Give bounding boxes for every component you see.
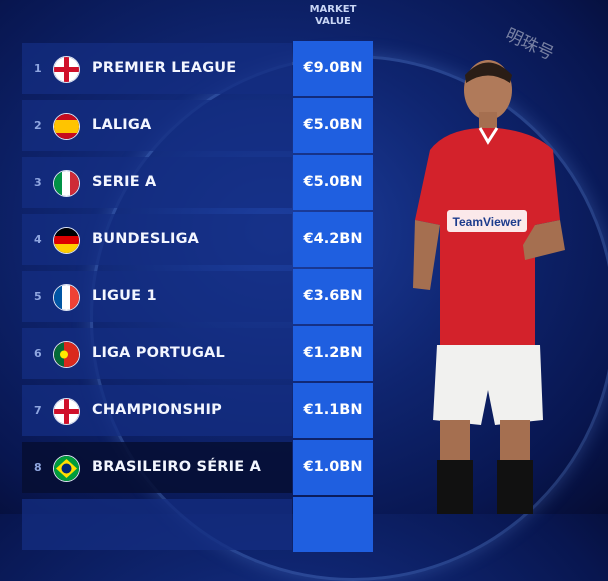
shirt-sponsor-text: TeamViewer [453, 215, 522, 229]
league-row: 7 CHAMPIONSHIP €1.1BN [22, 383, 373, 438]
league-row: 5 LIGUE 1 €3.6BN [22, 269, 373, 324]
market-value-header: MARKET VALUE [293, 4, 373, 28]
market-value: €3.6BN [293, 269, 373, 324]
market-value: €5.0BN [293, 155, 373, 210]
spain-flag-icon [53, 113, 80, 140]
league-row: 2 LALIGA €5.0BN [22, 98, 373, 153]
league-row-partial [22, 497, 373, 552]
rank: 3 [34, 176, 42, 189]
league-row: 8 BRASILEIRO SÉRIE A €1.0BN [22, 440, 373, 495]
rank: 2 [34, 119, 42, 132]
league-row: 4 BUNDESLIGA €4.2BN [22, 212, 373, 267]
league-row: 3 SERIE A €5.0BN [22, 155, 373, 210]
league-row: 1 PREMIER LEAGUE €9.0BN [22, 41, 373, 96]
market-value: €1.1BN [293, 383, 373, 438]
market-value-box [293, 497, 373, 552]
player-image: TeamViewer [413, 60, 565, 514]
rank: 8 [34, 461, 42, 474]
row-bar [22, 499, 292, 550]
league-name: LIGA PORTUGAL [92, 345, 225, 361]
market-value: €1.0BN [293, 440, 373, 495]
england-flag-icon [53, 398, 80, 425]
market-value: €5.0BN [293, 98, 373, 153]
market-value: €1.2BN [293, 326, 373, 381]
market-value: €4.2BN [293, 212, 373, 267]
header-line-2: VALUE [315, 16, 351, 27]
rank: 5 [34, 290, 42, 303]
rank: 4 [34, 233, 42, 246]
header-line-1: MARKET [309, 4, 357, 15]
rank: 6 [34, 347, 42, 360]
league-name: CHAMPIONSHIP [92, 402, 222, 418]
portugal-flag-icon [53, 341, 80, 368]
league-name: SERIE A [92, 174, 157, 190]
rank: 7 [34, 404, 42, 417]
rank: 1 [34, 62, 42, 75]
italy-flag-icon [53, 170, 80, 197]
germany-flag-icon [53, 227, 80, 254]
league-name: BRASILEIRO SÉRIE A [92, 459, 262, 475]
brazil-flag-icon [53, 455, 80, 482]
market-value: €9.0BN [293, 41, 373, 96]
league-name: PREMIER LEAGUE [92, 60, 237, 76]
france-flag-icon [53, 284, 80, 311]
league-row: 6 LIGA PORTUGAL €1.2BN [22, 326, 373, 381]
league-name: LIGUE 1 [92, 288, 157, 304]
league-name: BUNDESLIGA [92, 231, 200, 247]
league-name: LALIGA [92, 117, 152, 133]
england-flag-icon [53, 56, 80, 83]
